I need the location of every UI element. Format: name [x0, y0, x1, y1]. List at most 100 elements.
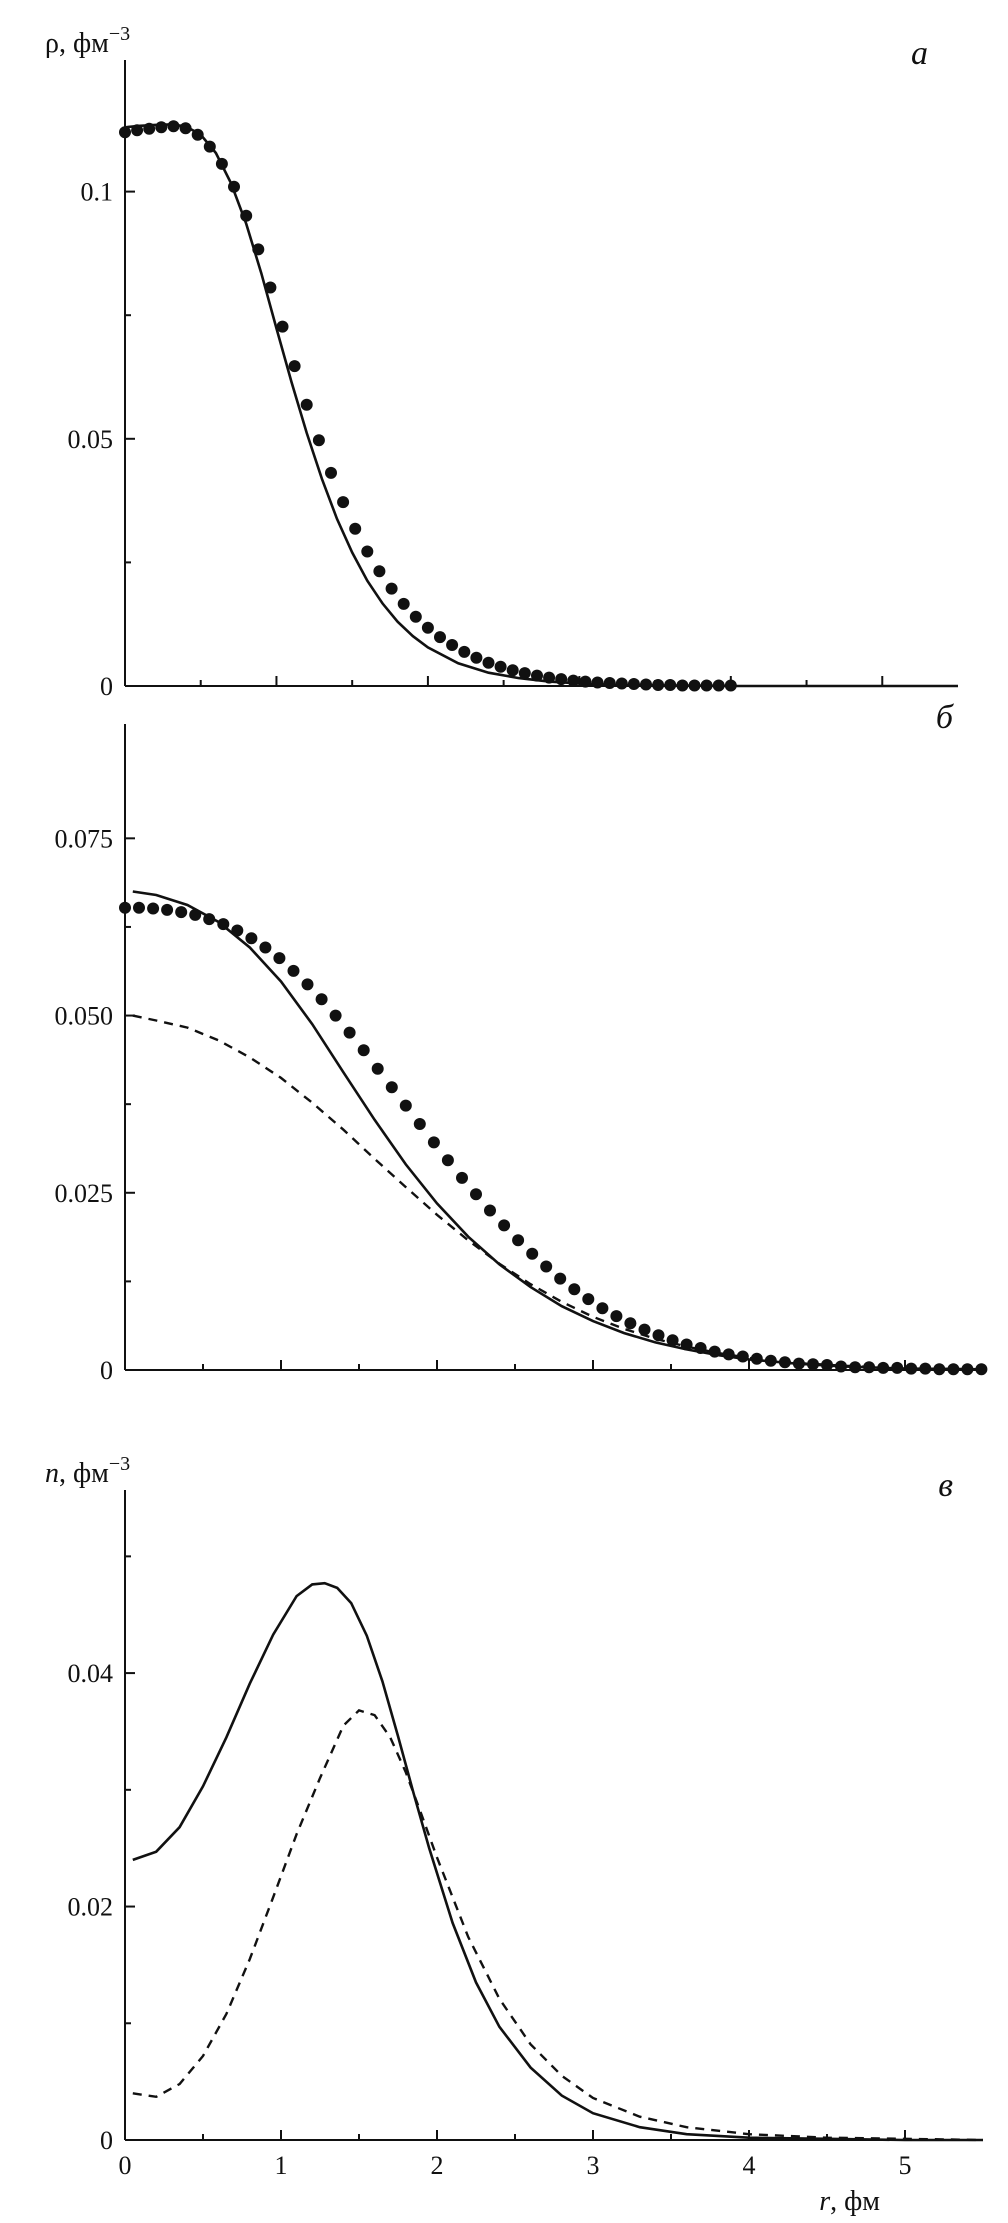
y-tick-label: 0.025: [55, 1179, 114, 1208]
data-point: [627, 678, 640, 690]
data-point: [555, 673, 568, 686]
panel-a: 0 0.05 0.1 а ρ, фм−3: [45, 23, 958, 701]
data-point: [554, 1272, 567, 1285]
data-point: [434, 631, 446, 644]
x-tick-label: 5: [899, 2151, 912, 2180]
data-point: [905, 1362, 918, 1375]
data-point: [385, 1081, 398, 1094]
data-point: [337, 496, 350, 509]
data-point: [700, 679, 713, 692]
data-point: [975, 1363, 988, 1376]
data-point: [821, 1359, 833, 1371]
data-point: [287, 964, 300, 977]
data-point: [807, 1358, 819, 1371]
data-point: [652, 1329, 665, 1342]
data-point: [919, 1362, 932, 1375]
data-point: [329, 1009, 342, 1022]
data-point: [240, 209, 253, 222]
data-point: [610, 1310, 623, 1323]
series-line-solid: [132, 1581, 983, 2142]
data-point: [203, 913, 216, 926]
y-axis-title-superscript: −3: [109, 1453, 130, 1475]
data-point: [567, 674, 580, 687]
x-tick-label: 1: [275, 2151, 288, 2180]
data-point: [456, 1171, 468, 1184]
data-point: [722, 1348, 735, 1361]
data-point: [458, 645, 471, 658]
series-line-dashed: [132, 1709, 984, 2142]
data-point: [349, 522, 362, 535]
data-point: [736, 1350, 749, 1363]
data-point: [506, 664, 519, 677]
data-point: [498, 1219, 511, 1232]
data-point: [147, 902, 160, 915]
data-point: [708, 1345, 721, 1358]
data-point: [413, 1118, 426, 1130]
y-axis-title: ρ, фм−3: [45, 23, 130, 59]
data-point: [179, 122, 192, 135]
data-point: [252, 243, 265, 256]
data-point: [835, 1360, 847, 1373]
data-point: [155, 121, 168, 134]
data-point: [596, 1302, 609, 1315]
data-point: [470, 1188, 482, 1201]
data-point: [131, 124, 144, 137]
data-point: [325, 466, 337, 479]
data-point: [276, 320, 289, 333]
data-point: [167, 120, 180, 133]
data-point: [891, 1361, 904, 1374]
data-point: [482, 656, 495, 669]
x-tick-label: 0: [119, 2151, 132, 2180]
data-point: [676, 679, 689, 692]
data-point: [264, 281, 277, 294]
x-axis-title: r, фм: [819, 2186, 880, 2217]
data-point: [778, 1356, 791, 1369]
data-point: [712, 679, 725, 692]
data-point: [343, 1026, 356, 1039]
y-tick-label: 0: [100, 672, 113, 701]
data-point: [640, 678, 652, 691]
data-point: [191, 128, 204, 141]
data-point: [961, 1363, 974, 1376]
data-point: [397, 597, 410, 610]
data-point: [427, 1136, 440, 1149]
y-tick-label: 0.1: [81, 178, 114, 207]
data-point: [582, 1293, 595, 1306]
data-point: [470, 651, 483, 664]
x-tick-label: 3: [587, 2151, 600, 2180]
data-point: [215, 157, 228, 170]
panel-v: 0 0.02 0.04 0 1 2 3 4 5 в n, фм−3 r, фм: [45, 1453, 984, 2217]
y-tick-label: 0.050: [55, 1002, 114, 1031]
data-point: [161, 903, 174, 916]
panel-label: в: [938, 1467, 953, 1504]
data-point: [579, 675, 592, 688]
data-point: [273, 952, 286, 965]
data-point: [750, 1352, 763, 1365]
data-point: [512, 1234, 525, 1247]
series-line-solid: [124, 123, 958, 688]
data-point: [863, 1361, 876, 1374]
data-point: [933, 1363, 946, 1376]
data-point: [409, 610, 422, 623]
data-point: [399, 1099, 412, 1112]
data-point: [245, 932, 258, 945]
data-point: [421, 621, 434, 634]
data-point: [228, 180, 240, 193]
data-point: [441, 1154, 454, 1167]
data-point: [259, 941, 272, 954]
data-point: [484, 1204, 496, 1217]
data-point: [175, 906, 188, 919]
data-point: [357, 1044, 370, 1057]
data-point: [518, 667, 531, 680]
data-point: [849, 1361, 862, 1374]
data-point: [494, 660, 507, 673]
panel-b: 0 0.025 0.050 0.075 б: [55, 699, 988, 1385]
data-point: [133, 901, 145, 914]
y-tick-label: 0.05: [68, 425, 114, 454]
data-point: [603, 677, 616, 689]
y-tick-label: 0: [100, 1356, 113, 1385]
data-point: [688, 679, 701, 692]
data-point: [373, 565, 386, 578]
y-tick-label: 0.04: [68, 1659, 114, 1688]
data-point: [531, 669, 543, 682]
